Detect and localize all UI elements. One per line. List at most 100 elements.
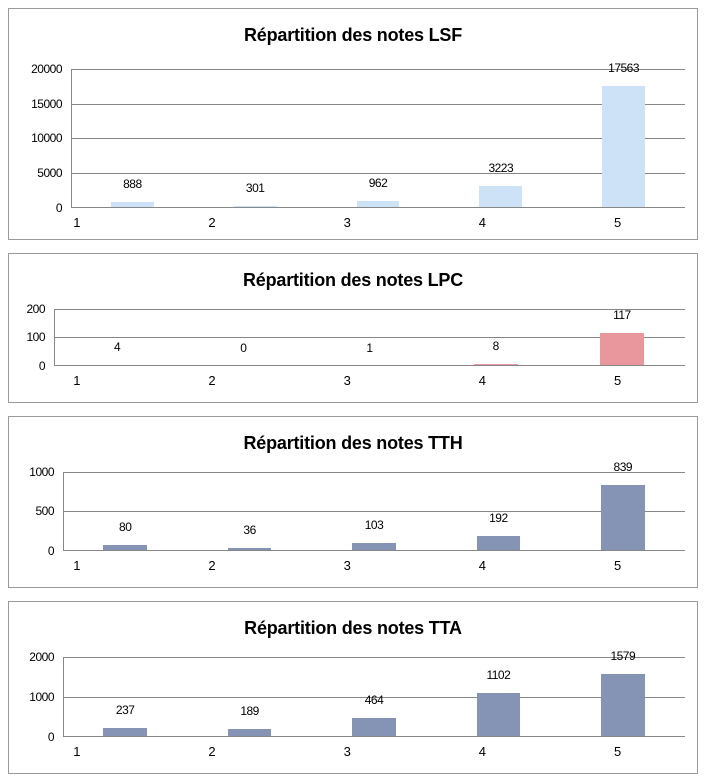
x-axis-tick-label: 2 <box>208 373 216 388</box>
bar-value-label: 0 <box>240 341 247 355</box>
bar-category-3 <box>352 718 396 737</box>
x-axis-tick-label: 3 <box>343 373 351 388</box>
bar-category-5 <box>601 485 645 551</box>
bar-category-3 <box>352 543 396 551</box>
y-axis-tick-label: 20000 <box>31 62 62 76</box>
x-axis-tick-label: 2 <box>208 744 216 759</box>
x-axis-line <box>71 207 685 208</box>
bar-value-label: 8 <box>492 339 500 353</box>
y-axis-tick-label: 1000 <box>29 690 54 704</box>
bar-value-label: 4 <box>114 340 121 354</box>
bar-slot: 8 <box>433 309 559 366</box>
x-axis-labels: 1 2 3 4 5 <box>9 558 685 573</box>
bar-value-label: 237 <box>115 703 135 717</box>
x-axis-tick-label: 3 <box>343 215 351 230</box>
bar-category-3 <box>356 201 400 208</box>
bar-category-1 <box>110 202 154 208</box>
bar-value-label: 189 <box>240 704 259 718</box>
bar-slot: 839 <box>561 460 685 551</box>
bar-value-label: 1 <box>366 341 373 355</box>
x-axis-tick-label: 5 <box>613 744 621 759</box>
gridline <box>63 697 685 698</box>
y-axis-tick-label: 10000 <box>31 131 62 145</box>
bar-slot: 117 <box>559 308 685 366</box>
y-axis-line <box>71 69 72 208</box>
x-axis-tick-label: 1 <box>73 558 80 573</box>
bar-value-label: 192 <box>489 511 508 525</box>
x-axis-tick-label: 5 <box>613 373 621 388</box>
bar-slot: 1579 <box>561 649 685 737</box>
bar-category-4 <box>479 186 523 208</box>
bar-slot: 464 <box>312 657 436 737</box>
bar-value-label: 3223 <box>488 161 514 175</box>
bar-category-5 <box>601 674 645 737</box>
bar-value-label: 17563 <box>608 61 640 75</box>
x-axis-labels: 1 2 3 4 5 <box>9 373 685 388</box>
x-axis-tick-label: 5 <box>613 215 621 230</box>
bar-value-label: 301 <box>245 181 265 195</box>
x-axis-labels: 1 2 3 4 5 <box>9 215 685 230</box>
chart-panel-lsf: Répartition des notes LSF 0 5000 10000 1500… <box>8 8 698 240</box>
y-axis-tick-label: 500 <box>35 504 54 518</box>
chart-plot-area: 0 500 1000 80 36 103 192 839 <box>29 460 685 558</box>
x-axis-tick-label: 3 <box>343 744 351 759</box>
y-axis-tick-label: 15000 <box>31 97 62 111</box>
gridline <box>63 511 685 512</box>
bar-category-5 <box>599 333 644 366</box>
bar-value-label: 36 <box>243 523 256 537</box>
y-axis-tick-label: 200 <box>26 302 45 316</box>
bar-category-4 <box>476 536 521 551</box>
bar-value-label: 888 <box>123 177 142 191</box>
bar-slot: 1102 <box>436 657 560 737</box>
gridline <box>63 657 685 658</box>
x-axis-labels: 1 2 3 4 5 <box>9 744 685 759</box>
x-axis-tick-label: 4 <box>478 744 486 759</box>
y-axis-tick-label: 1000 <box>29 465 54 479</box>
bar-value-label: 839 <box>613 460 633 474</box>
chart-plot-area: 0 100 200 4 0 1 8 117 <box>26 302 685 373</box>
bar-value-label: 1579 <box>610 649 636 663</box>
y-axis-line <box>63 657 64 737</box>
bar-value-label: 464 <box>364 693 384 707</box>
x-axis-line <box>54 365 685 366</box>
bar-slot: 192 <box>436 472 560 551</box>
x-axis-tick-label: 5 <box>613 558 621 573</box>
y-axis-line <box>63 472 64 551</box>
chart-title-tta: Répartition des notes TTA <box>244 618 462 638</box>
y-axis-tick-label: 2000 <box>29 650 54 664</box>
bar-slot: 962 <box>317 69 440 208</box>
gridline <box>54 309 685 310</box>
bar-category-1 <box>103 545 147 551</box>
gridline <box>54 337 685 338</box>
x-axis-line <box>63 736 685 737</box>
bar-slot: 17563 <box>562 61 685 208</box>
bar-category-4 <box>476 693 521 737</box>
chart-panel-tta: Répartition des notes TTA 0 1000 2000 237 18… <box>8 601 698 774</box>
bar-slot: 189 <box>187 657 311 737</box>
bar-slot: 36 <box>187 472 311 551</box>
bar-category-1 <box>103 728 147 737</box>
y-axis-line <box>54 309 55 366</box>
chart-title-lsf: Répartition des notes LSF <box>243 25 463 45</box>
chart-plot-area: 0 1000 2000 237 189 464 1102 1579 <box>29 649 685 744</box>
bar-value-label: 962 <box>368 176 388 190</box>
bar-slot: 3223 <box>439 69 562 208</box>
y-axis-tick-label: 5000 <box>37 166 62 180</box>
gridline <box>71 104 685 105</box>
y-axis-tick-label: 0 <box>47 544 55 558</box>
chart-title-tth: Répartition des notes TTH <box>243 433 463 453</box>
gridline <box>71 173 685 174</box>
bar-value-label: 80 <box>119 520 132 534</box>
bar-slot: 301 <box>194 69 317 208</box>
bar-category-2 <box>227 729 272 737</box>
bar-slot: 237 <box>63 657 187 737</box>
chart-panel-tth: Répartition des notes TTH 0 500 1000 80 36 10… <box>8 416 698 588</box>
y-axis-tick-label: 0 <box>55 201 63 215</box>
gridline <box>71 69 685 70</box>
bar-category-5 <box>602 86 646 208</box>
bar-value-label: 1102 <box>486 668 511 682</box>
gridline <box>71 138 685 139</box>
bar-slot: 80 <box>63 472 187 551</box>
chart-title-lpc: Répartition des notes LPC <box>242 270 464 290</box>
y-axis-tick-label: 0 <box>38 359 46 373</box>
